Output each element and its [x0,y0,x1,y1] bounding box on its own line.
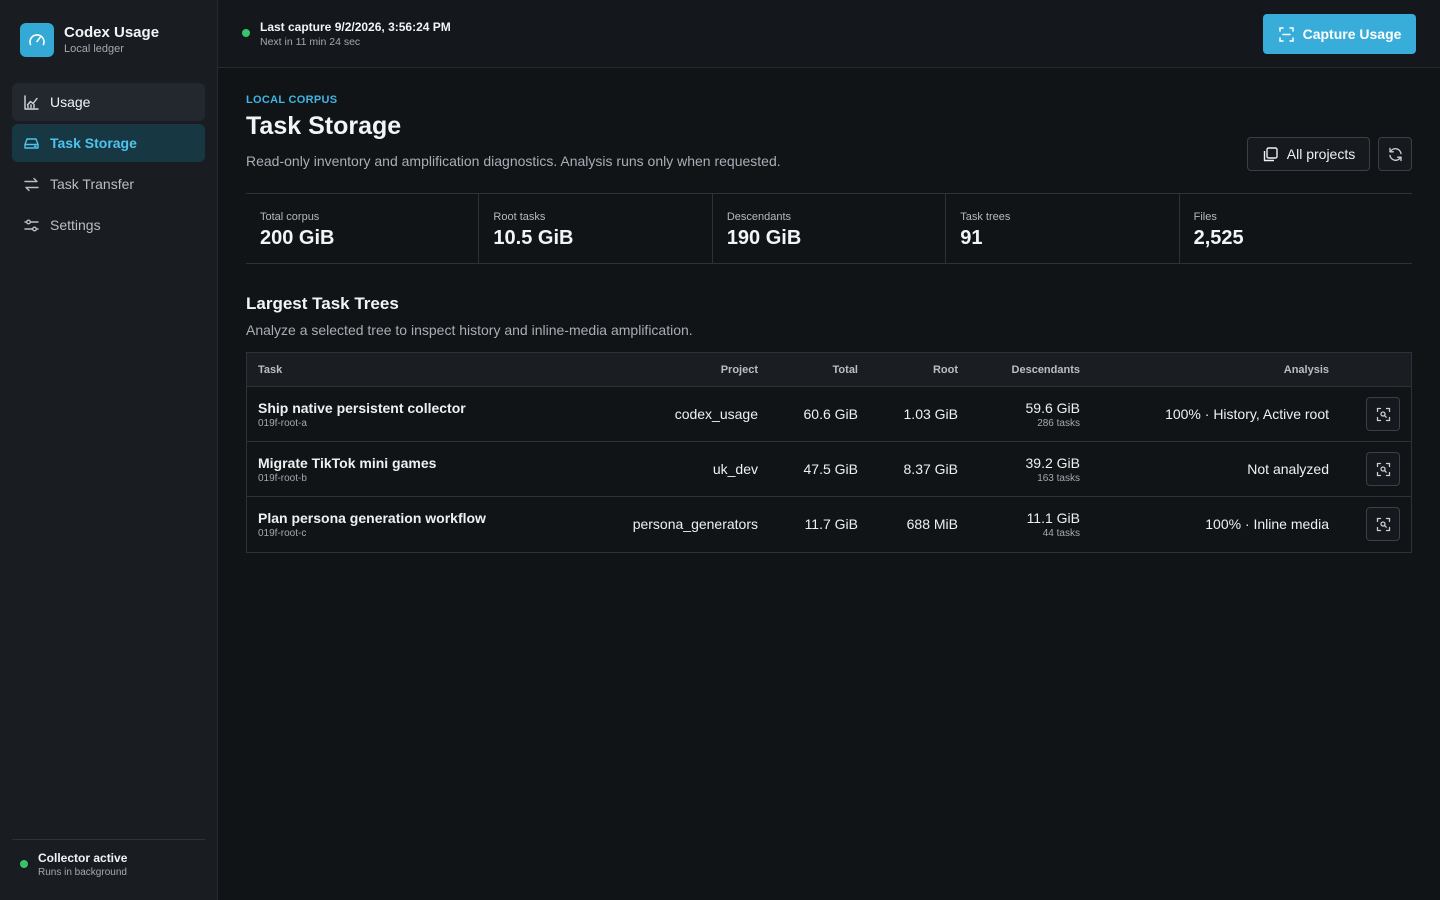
sidebar-nav: Usage Task Storage Task Transfer [12,83,205,247]
task-name[interactable]: Migrate TikTok mini games [258,455,437,471]
task-descendants: 59.6 GiB [1025,400,1080,416]
task-descendants: 11.1 GiB [1026,510,1080,526]
stat-value: 200 GiB [260,227,335,249]
sliders-icon [23,217,40,234]
collector-title: Collector active [38,851,128,865]
status-dot [242,29,250,37]
task-total: 60.6 GiB [803,406,858,422]
section-description: Analyze a selected tree to inspect histo… [246,322,693,338]
collector-status: Collector active Runs in background [12,839,205,879]
header-descendants[interactable]: Descendants [1011,364,1080,376]
task-id: 019f-root-a [258,418,307,429]
page-description: Read-only inventory and amplification di… [246,153,781,169]
all-projects-label: All projects [1286,146,1356,162]
stat-root-tasks: Root tasks 10.5 GiB [479,194,713,263]
task-descendants: 39.2 GiB [1025,455,1080,471]
eyebrow: LOCAL CORPUS [246,94,338,106]
task-name[interactable]: Ship native persistent collector [258,400,466,416]
analyze-button[interactable] [1366,452,1400,486]
scan-search-icon [1376,407,1391,422]
task-descendant-count: 286 tasks [1037,418,1080,429]
analyze-button[interactable] [1366,397,1400,431]
task-analysis: 100% · Inline media [1205,516,1329,532]
sidebar-item-usage[interactable]: Usage [12,83,205,121]
drive-icon [23,135,40,152]
task-root: 688 MiB [906,516,958,532]
section-title: Largest Task Trees [246,294,399,313]
scan-search-icon [1376,462,1391,477]
stat-value: 2,525 [1193,227,1244,249]
copy-icon [1262,146,1279,163]
stat-value: 190 GiB [726,227,802,249]
analyze-button[interactable] [1366,507,1400,541]
collector-subtitle: Runs in background [38,867,127,878]
app-subtitle: Local ledger [64,43,124,55]
stat-label: Task trees [960,211,1011,223]
task-root: 8.37 GiB [903,461,958,477]
stat-label: Descendants [726,211,792,223]
task-analysis: Not analyzed [1247,461,1329,477]
transfer-icon [23,176,40,193]
stat-label: Files [1193,211,1217,223]
header-total[interactable]: Total [832,364,858,376]
gauge-icon [20,23,54,57]
table-row[interactable]: Ship native persistent collector 019f-ro… [247,387,1411,442]
scan-search-icon [1376,517,1391,532]
table-row[interactable]: Plan persona generation workflow 019f-ro… [247,497,1411,552]
header-task[interactable]: Task [258,364,283,376]
stat-value: 91 [960,227,983,249]
stat-task-trees: Task trees 91 [946,194,1180,263]
stat-files: Files 2,525 [1180,194,1412,263]
task-name[interactable]: Plan persona generation workflow [258,510,486,526]
page-title: Task Storage [246,112,402,140]
capture-usage-label: Capture Usage [1302,26,1402,42]
task-descendant-count: 163 tasks [1037,473,1080,484]
refresh-button[interactable] [1378,137,1412,171]
app-title: Codex Usage [64,24,160,41]
stat-value: 10.5 GiB [493,227,574,249]
stats-row: Total corpus 200 GiB Root tasks 10.5 GiB… [246,193,1412,264]
all-projects-button[interactable]: All projects [1247,137,1370,171]
task-id: 019f-root-b [258,473,307,484]
sidebar-item-settings[interactable]: Settings [12,206,205,244]
status-dot [20,860,28,868]
capture-status: Last capture 9/2/2026, 3:56:24 PM Next i… [242,20,451,49]
sidebar-item-task-storage[interactable]: Task Storage [12,124,205,162]
header-project[interactable]: Project [720,364,758,376]
sidebar-item-label: Task Storage [50,135,137,151]
sidebar-item-label: Usage [50,94,91,110]
last-capture-text: Last capture 9/2/2026, 3:56:24 PM [260,20,451,34]
task-project: uk_dev [712,461,758,477]
task-id: 019f-root-c [258,528,307,539]
stat-total-corpus: Total corpus 200 GiB [246,194,480,263]
table-header: Task Project Total Root Descendants Anal… [247,353,1411,387]
stat-descendants: Descendants 190 GiB [713,194,947,263]
brand: Codex Usage Local ledger [20,23,159,57]
header-root[interactable]: Root [932,364,958,376]
sidebar-item-label: Task Transfer [50,176,135,192]
task-total: 47.5 GiB [803,461,858,477]
stat-label: Root tasks [493,211,546,223]
task-total: 11.7 GiB [804,516,858,532]
capture-usage-button[interactable]: Capture Usage [1263,14,1416,54]
sidebar-item-label: Settings [50,217,101,233]
header-analysis[interactable]: Analysis [1283,364,1329,376]
sidebar: Codex Usage Local ledger Usage Task Stor… [0,0,218,900]
chart-icon [23,94,40,111]
task-trees-table: Task Project Total Root Descendants Anal… [246,352,1412,553]
table-row[interactable]: Migrate TikTok mini games 019f-root-b uk… [247,442,1411,497]
topbar: Last capture 9/2/2026, 3:56:24 PM Next i… [218,0,1440,68]
refresh-icon [1387,146,1404,163]
sidebar-item-task-transfer[interactable]: Task Transfer [12,165,205,203]
scan-icon [1278,26,1295,43]
stat-label: Total corpus [260,211,320,223]
task-analysis: 100% · History, Active root [1165,406,1329,422]
task-descendant-count: 44 tasks [1042,528,1080,539]
next-capture-text: Next in 11 min 24 sec [260,36,361,48]
task-root: 1.03 GiB [903,406,958,422]
task-project: persona_generators [632,516,758,532]
task-project: codex_usage [674,406,758,422]
